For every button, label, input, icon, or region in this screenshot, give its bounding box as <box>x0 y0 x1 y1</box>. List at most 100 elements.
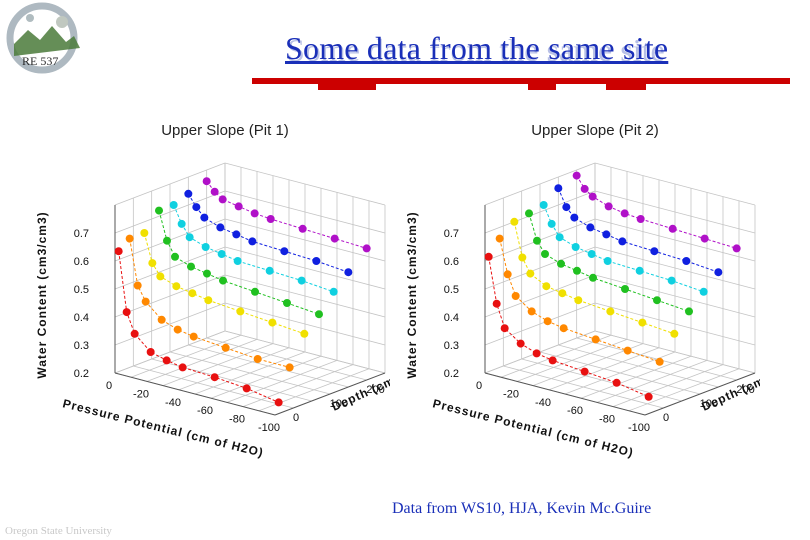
data-point <box>580 367 589 376</box>
series-line <box>187 193 349 273</box>
data-point <box>589 273 597 282</box>
data-point <box>543 317 552 326</box>
z-tick-label: 0 <box>293 412 299 424</box>
data-point <box>274 398 283 407</box>
data-point <box>511 292 520 300</box>
data-point <box>682 257 691 265</box>
page-title-shadow: Some data from the same site <box>287 32 665 68</box>
data-point <box>114 247 123 256</box>
grid-line <box>206 337 367 381</box>
grid-line <box>576 337 737 381</box>
data-point <box>210 373 219 382</box>
grid-line <box>114 302 226 346</box>
series-line <box>173 204 334 293</box>
y-tick-label: 0.2 <box>74 368 89 380</box>
y-tick-label: 0.7 <box>74 228 89 240</box>
grid-line <box>224 274 386 318</box>
data-point <box>587 250 596 258</box>
data-point <box>685 307 693 316</box>
x-tick-label: -80 <box>599 414 615 426</box>
course-logo <box>6 2 80 74</box>
data-point <box>670 329 679 338</box>
grid-line <box>503 365 664 409</box>
grid-line <box>594 246 756 290</box>
y-axis-label: Water Content (cm3/cm3) <box>405 211 419 378</box>
z-tick-label: 100 <box>700 398 718 410</box>
y-tick-label: 0.4 <box>444 312 459 324</box>
data-point <box>539 201 548 209</box>
data-point <box>283 299 291 307</box>
series-line <box>129 238 290 368</box>
data-point <box>204 296 213 305</box>
data-point <box>525 209 533 218</box>
data-point <box>555 233 564 242</box>
x-tick-label: -60 <box>567 405 583 417</box>
data-point <box>185 233 194 242</box>
data-point <box>532 349 541 358</box>
data-point <box>236 307 245 316</box>
data-point <box>503 270 512 279</box>
data-point <box>492 299 501 308</box>
chart-pit-1: Upper Slope (Pit 1) 0.2 0.3 0.4 0.5 0.6 0.7 0 -2… <box>35 122 390 460</box>
x-tick-label: -40 <box>535 397 551 409</box>
data-point <box>300 329 309 338</box>
page-title: Some data from the same site <box>285 30 669 66</box>
grid-line <box>224 162 386 206</box>
data-point <box>156 272 165 281</box>
data-source-caption: Data from WS10, HJA, Kevin Mc.Guire <box>392 500 652 517</box>
z-axis-label: Depth (cm) <box>330 371 390 413</box>
data-point <box>668 224 677 233</box>
x-tick-label: -100 <box>258 422 280 434</box>
chart-title: Upper Slope (Pit 2) <box>531 122 659 139</box>
data-point <box>219 276 227 285</box>
data-point <box>268 318 277 327</box>
data-point <box>189 332 198 341</box>
data-point <box>542 282 551 291</box>
data-point <box>618 237 627 246</box>
data-point <box>500 324 509 333</box>
data-point <box>141 297 150 306</box>
series-line <box>118 251 279 403</box>
data-point <box>200 213 209 222</box>
data-point <box>146 348 155 356</box>
data-point <box>510 217 519 226</box>
data-point <box>653 296 661 305</box>
data-point <box>330 234 339 243</box>
grid-line <box>169 351 331 395</box>
data-point <box>172 282 181 291</box>
grid-line <box>114 274 226 318</box>
data-point <box>242 384 251 393</box>
data-point <box>297 276 306 285</box>
data-point <box>173 325 182 334</box>
z-tick-label: 200 <box>366 384 384 396</box>
grid-line <box>188 344 349 388</box>
grid-line <box>594 218 756 262</box>
data-point <box>140 229 149 237</box>
grid-line <box>224 330 386 374</box>
grid-line <box>484 302 596 346</box>
data-point <box>591 335 600 344</box>
data-point <box>554 184 563 193</box>
grid-group <box>484 162 756 416</box>
data-point <box>699 287 708 296</box>
data-point <box>169 201 178 209</box>
data-point <box>217 250 226 258</box>
series-line <box>488 256 649 398</box>
data-point <box>570 213 579 222</box>
data-point <box>122 308 131 317</box>
data-point <box>163 236 171 245</box>
accent-bar <box>252 78 790 84</box>
grid-line <box>539 351 701 395</box>
data-point <box>573 266 581 275</box>
data-point <box>188 289 197 298</box>
data-point <box>620 209 629 218</box>
data-point <box>157 315 166 324</box>
data-point <box>218 195 227 204</box>
x-tick-label: -40 <box>165 397 181 409</box>
accent-bar-segment <box>528 84 556 90</box>
grid-line <box>594 162 756 206</box>
grid-line <box>114 246 226 290</box>
grid-line <box>133 365 294 409</box>
y-tick-label: 0.4 <box>74 312 89 324</box>
data-point <box>588 192 597 201</box>
